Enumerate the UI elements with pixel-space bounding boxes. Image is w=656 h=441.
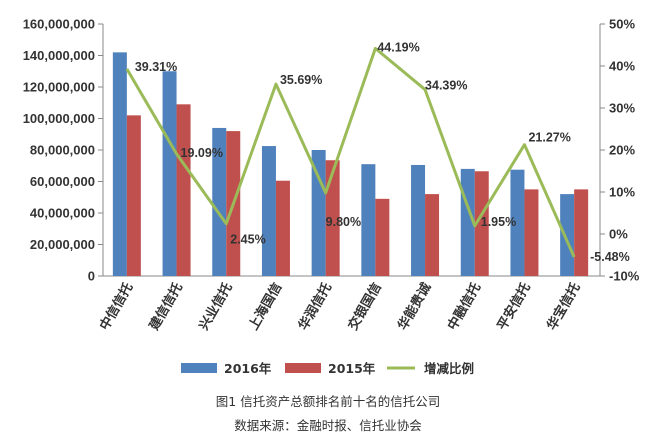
bar-2016 xyxy=(311,150,326,276)
growth-data-label: 34.39% xyxy=(425,79,467,93)
bar-2016 xyxy=(212,127,227,276)
category-label: 交银国信 xyxy=(345,280,385,333)
right-tick-label: 30% xyxy=(609,101,635,116)
category-label: 中信信托 xyxy=(96,280,136,333)
growth-line xyxy=(125,46,576,258)
legend-label-2016: 2016年 xyxy=(224,361,272,376)
data-labels: 39.31% 19.09% 2.45% 35.69% 9.80% 44.19% 34.39%… xyxy=(135,40,630,264)
bar-2016 xyxy=(261,146,276,276)
growth-data-label: -5.48% xyxy=(590,250,630,264)
bar-2016 xyxy=(361,164,376,276)
right-tick-label: 50% xyxy=(609,17,635,32)
right-tick-label: -10% xyxy=(609,269,640,284)
left-tick-label: 0 xyxy=(88,269,95,284)
bar-2016 xyxy=(411,164,426,276)
right-axis-ticks: -10% 0% 10% 20% 30% 40% 50% xyxy=(600,17,640,284)
left-tick-label: 40,000,000 xyxy=(30,206,95,221)
category-label: 华能贵诚 xyxy=(395,280,435,333)
right-tick-label: 20% xyxy=(609,143,635,158)
figure-caption: 图1 信托资产总额排名前十名的信托公司 xyxy=(215,394,441,409)
bar-2015 xyxy=(425,194,440,276)
category-label: 兴业信托 xyxy=(196,280,236,333)
right-tick-label: 10% xyxy=(609,185,635,200)
legend-label-2015: 2015年 xyxy=(328,361,376,376)
category-label: 中融信托 xyxy=(444,280,484,333)
bar-2015 xyxy=(375,198,390,276)
right-tick-label: 0% xyxy=(609,227,628,242)
bar-2015 xyxy=(126,115,141,276)
bar-2016 xyxy=(162,71,177,276)
growth-data-label: 9.80% xyxy=(326,215,361,229)
data-source: 数据来源：金融时报、信托业协会 xyxy=(234,418,422,433)
bars xyxy=(112,52,589,276)
legend-swatch-2015 xyxy=(285,363,321,373)
bar-2015 xyxy=(524,189,539,276)
bar-2015 xyxy=(325,160,340,276)
category-label: 上海国信 xyxy=(246,280,286,333)
left-tick-label: 60,000,000 xyxy=(30,174,95,189)
left-tick-label: 140,000,000 xyxy=(23,48,95,63)
bar-2015 xyxy=(275,180,290,276)
growth-line-path xyxy=(125,46,576,258)
category-label: 平安信托 xyxy=(494,280,534,333)
left-axis-ticks: 0 20,000,000 40,000,000 60,000,000 80,000,00… xyxy=(23,17,103,284)
left-tick-label: 20,000,000 xyxy=(30,237,95,252)
bar-2015 xyxy=(474,171,489,276)
legend-swatch-2016 xyxy=(181,363,217,373)
legend-label-growth: 增减比例 xyxy=(424,361,474,376)
growth-data-label: 39.31% xyxy=(135,60,177,74)
left-tick-label: 100,000,000 xyxy=(23,111,95,126)
category-labels: 中信信托 建信信托 兴业信托 上海国信 华润信托 交银国信 华能贵诚 中融信托 平安信托 华宝信托 xyxy=(96,280,583,333)
right-tick-label: 40% xyxy=(609,59,635,74)
bar-2016 xyxy=(560,194,575,276)
growth-data-label: 19.09% xyxy=(181,146,223,160)
category-label: 建信信托 xyxy=(146,280,186,333)
category-label: 华润信托 xyxy=(295,280,335,333)
growth-data-label: 1.95% xyxy=(481,215,516,229)
growth-data-label: 21.27% xyxy=(528,131,570,145)
category-label: 华宝信托 xyxy=(544,280,584,333)
left-tick-label: 160,000,000 xyxy=(23,17,95,32)
bar-2015 xyxy=(176,104,191,276)
legend: 2016年 2015年 增减比例 xyxy=(181,361,474,376)
bar-2015 xyxy=(574,189,589,276)
bar-2016 xyxy=(510,169,525,276)
left-tick-label: 120,000,000 xyxy=(23,80,95,95)
growth-data-label: 35.69% xyxy=(280,73,322,87)
growth-data-label: 2.45% xyxy=(230,233,265,247)
bar-2016 xyxy=(112,52,127,276)
growth-data-label: 44.19% xyxy=(377,40,419,54)
left-tick-label: 80,000,000 xyxy=(30,143,95,158)
